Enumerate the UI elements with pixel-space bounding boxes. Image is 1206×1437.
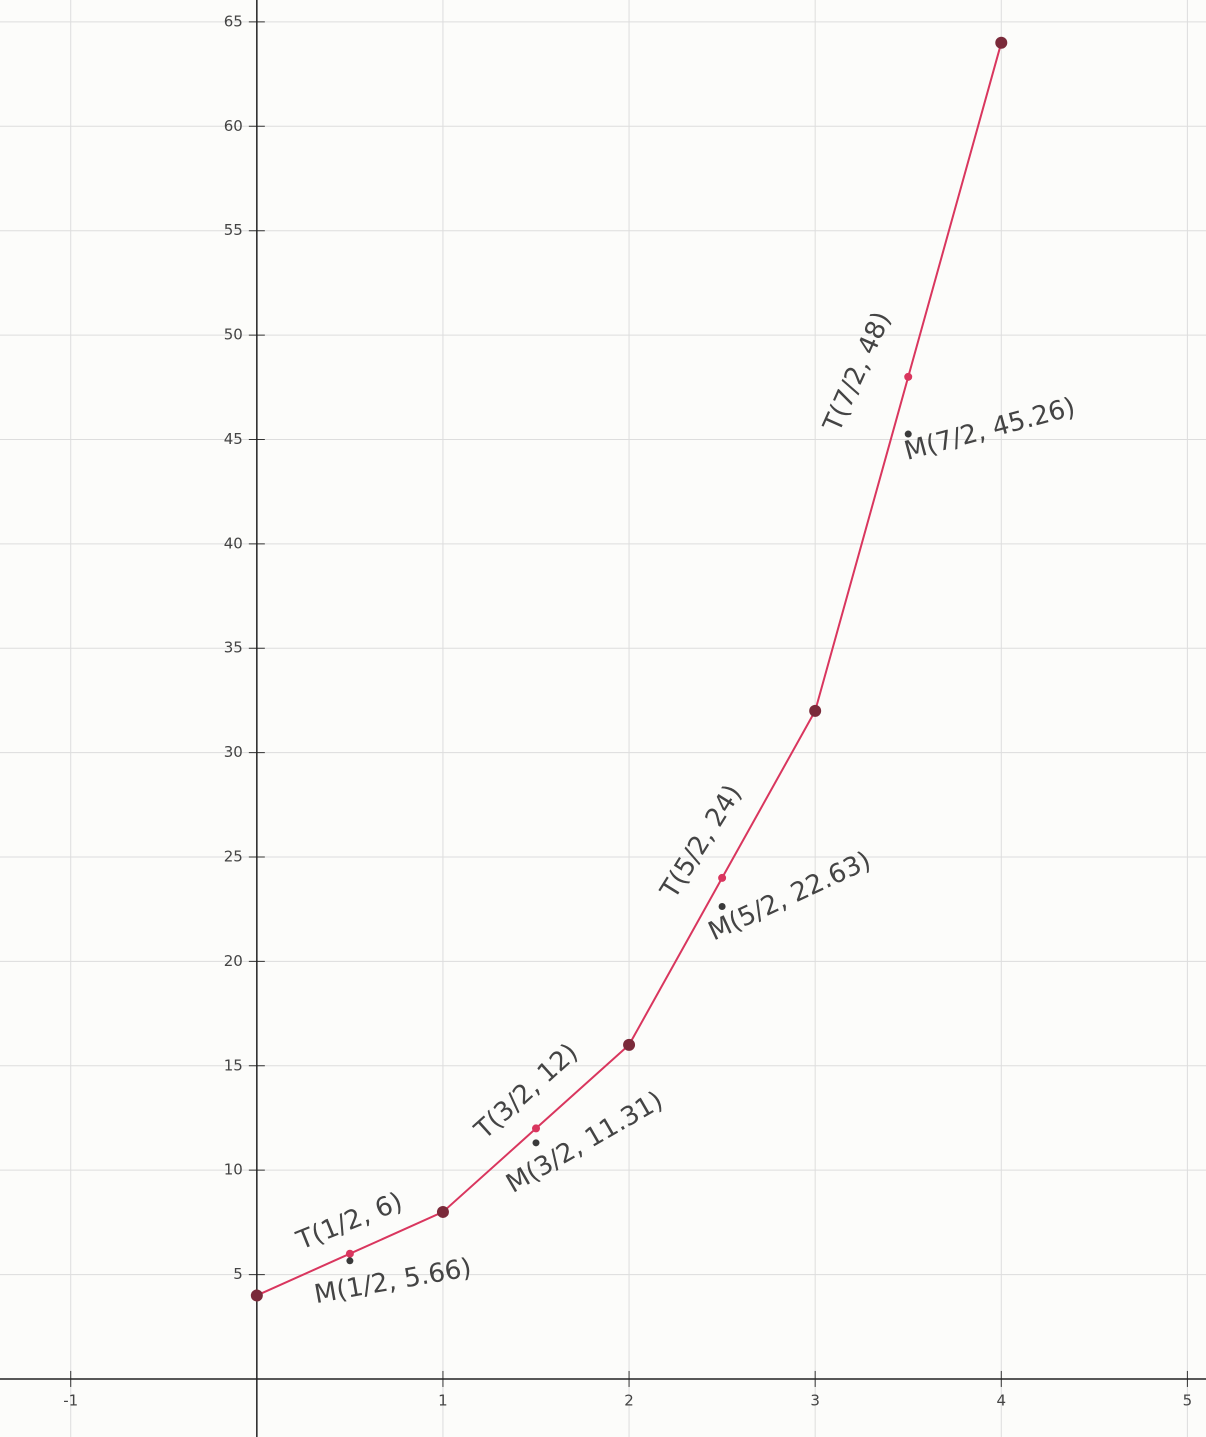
point: [995, 36, 1008, 49]
y-tick-label: 45: [224, 430, 243, 448]
y-tick-label: 55: [224, 221, 243, 239]
point: [904, 430, 912, 438]
y-tick-label: 60: [224, 117, 243, 135]
point: [345, 1249, 354, 1258]
point: [623, 1038, 636, 1051]
y-tick-label: 40: [224, 534, 243, 552]
point: [250, 1289, 263, 1302]
annotation: T(3/2, 12): [468, 1038, 584, 1146]
point: [532, 1139, 540, 1147]
y-tick-label: 20: [224, 952, 243, 970]
x-tick-label: 2: [624, 1391, 634, 1409]
y-tick-label: 25: [224, 848, 243, 866]
point: [904, 372, 913, 381]
point: [718, 873, 727, 882]
annotation: T(5/2, 24): [655, 780, 749, 905]
point: [532, 1124, 540, 1133]
y-tick-label: 15: [224, 1056, 243, 1074]
y-tick-label: 35: [224, 639, 243, 657]
y-tick-label: 50: [224, 326, 243, 344]
y-tick-label: 5: [233, 1265, 243, 1283]
annotation: M(7/2, 45.26): [901, 392, 1078, 466]
annotation: T(7/2, 48): [817, 307, 897, 437]
x-tick-label: 5: [1183, 1391, 1193, 1409]
annotation: T(1/2, 6): [292, 1187, 407, 1257]
y-tick-label: 65: [224, 12, 243, 30]
point: [718, 903, 726, 911]
x-tick-label: 1: [438, 1391, 448, 1409]
y-tick-label: 30: [224, 743, 243, 761]
x-tick-label: 3: [810, 1391, 820, 1409]
annotation: M(1/2, 5.66): [312, 1253, 474, 1310]
point: [436, 1205, 449, 1218]
annotation: M(5/2, 22.63): [704, 846, 876, 947]
point: [809, 704, 822, 717]
point: [346, 1257, 354, 1265]
y-tick-label: 10: [224, 1161, 243, 1179]
x-tick-label: 4: [997, 1391, 1007, 1409]
x-tick-label: -1: [63, 1391, 78, 1409]
